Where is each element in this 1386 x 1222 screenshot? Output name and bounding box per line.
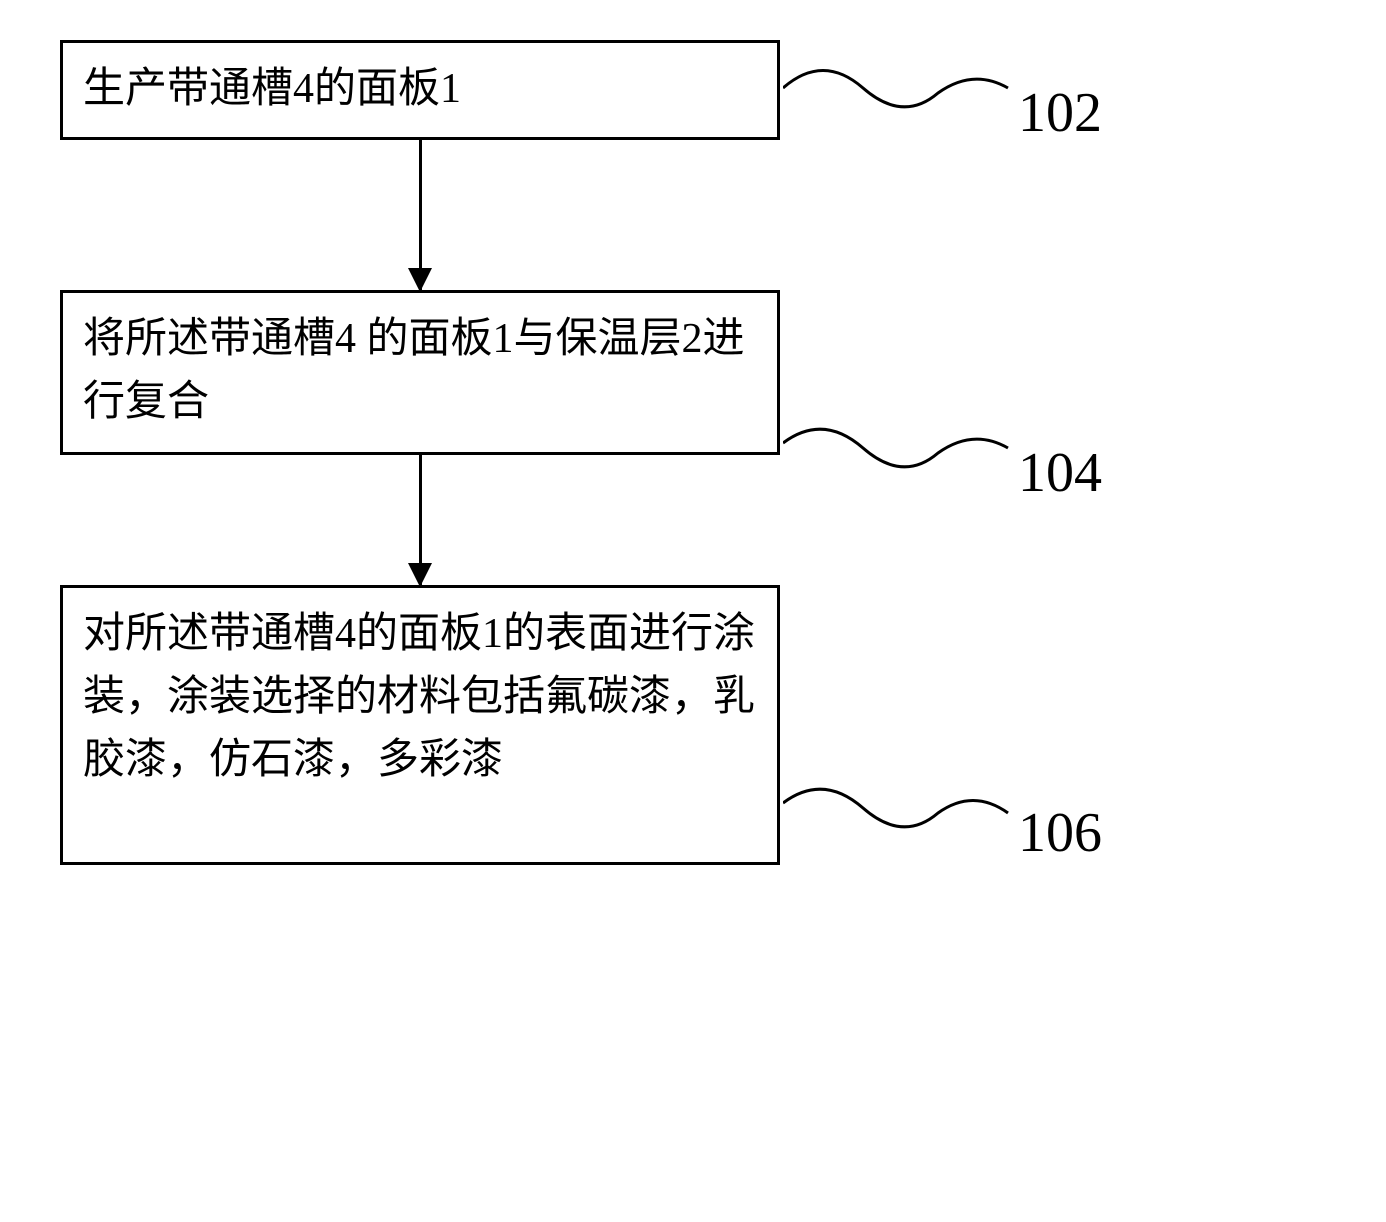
step-1-label-container: 102 [783, 63, 1102, 163]
flowchart-arrow-1 [60, 140, 780, 290]
step-3-label: 106 [1018, 801, 1102, 865]
step-3-text: 对所述带通槽4的面板1的表面进行涂装，涂装选择的材料包括氟碳漆，乳胶漆，仿石漆，… [83, 603, 757, 792]
step-2-text: 将所述带通槽4 的面板1与保温层2进行复合 [83, 308, 757, 434]
flowchart-arrow-2 [60, 455, 780, 585]
flowchart-container: 生产带通槽4的面板1 102 将所述带通槽4 的面板1与保温层2进行复合 104… [60, 40, 780, 865]
flowchart-step-1: 生产带通槽4的面板1 102 [60, 40, 780, 140]
step-2-label: 104 [1018, 441, 1102, 505]
wavy-connector-1 [783, 63, 1013, 163]
step-3-label-container: 106 [783, 783, 1102, 883]
step-2-label-container: 104 [783, 423, 1102, 523]
flowchart-step-2: 将所述带通槽4 的面板1与保温层2进行复合 104 [60, 290, 780, 455]
wavy-connector-3 [783, 783, 1013, 883]
flowchart-step-3: 对所述带通槽4的面板1的表面进行涂装，涂装选择的材料包括氟碳漆，乳胶漆，仿石漆，… [60, 585, 780, 865]
step-1-text: 生产带通槽4的面板1 [83, 58, 757, 121]
step-1-label: 102 [1018, 81, 1102, 145]
wavy-connector-2 [783, 423, 1013, 523]
